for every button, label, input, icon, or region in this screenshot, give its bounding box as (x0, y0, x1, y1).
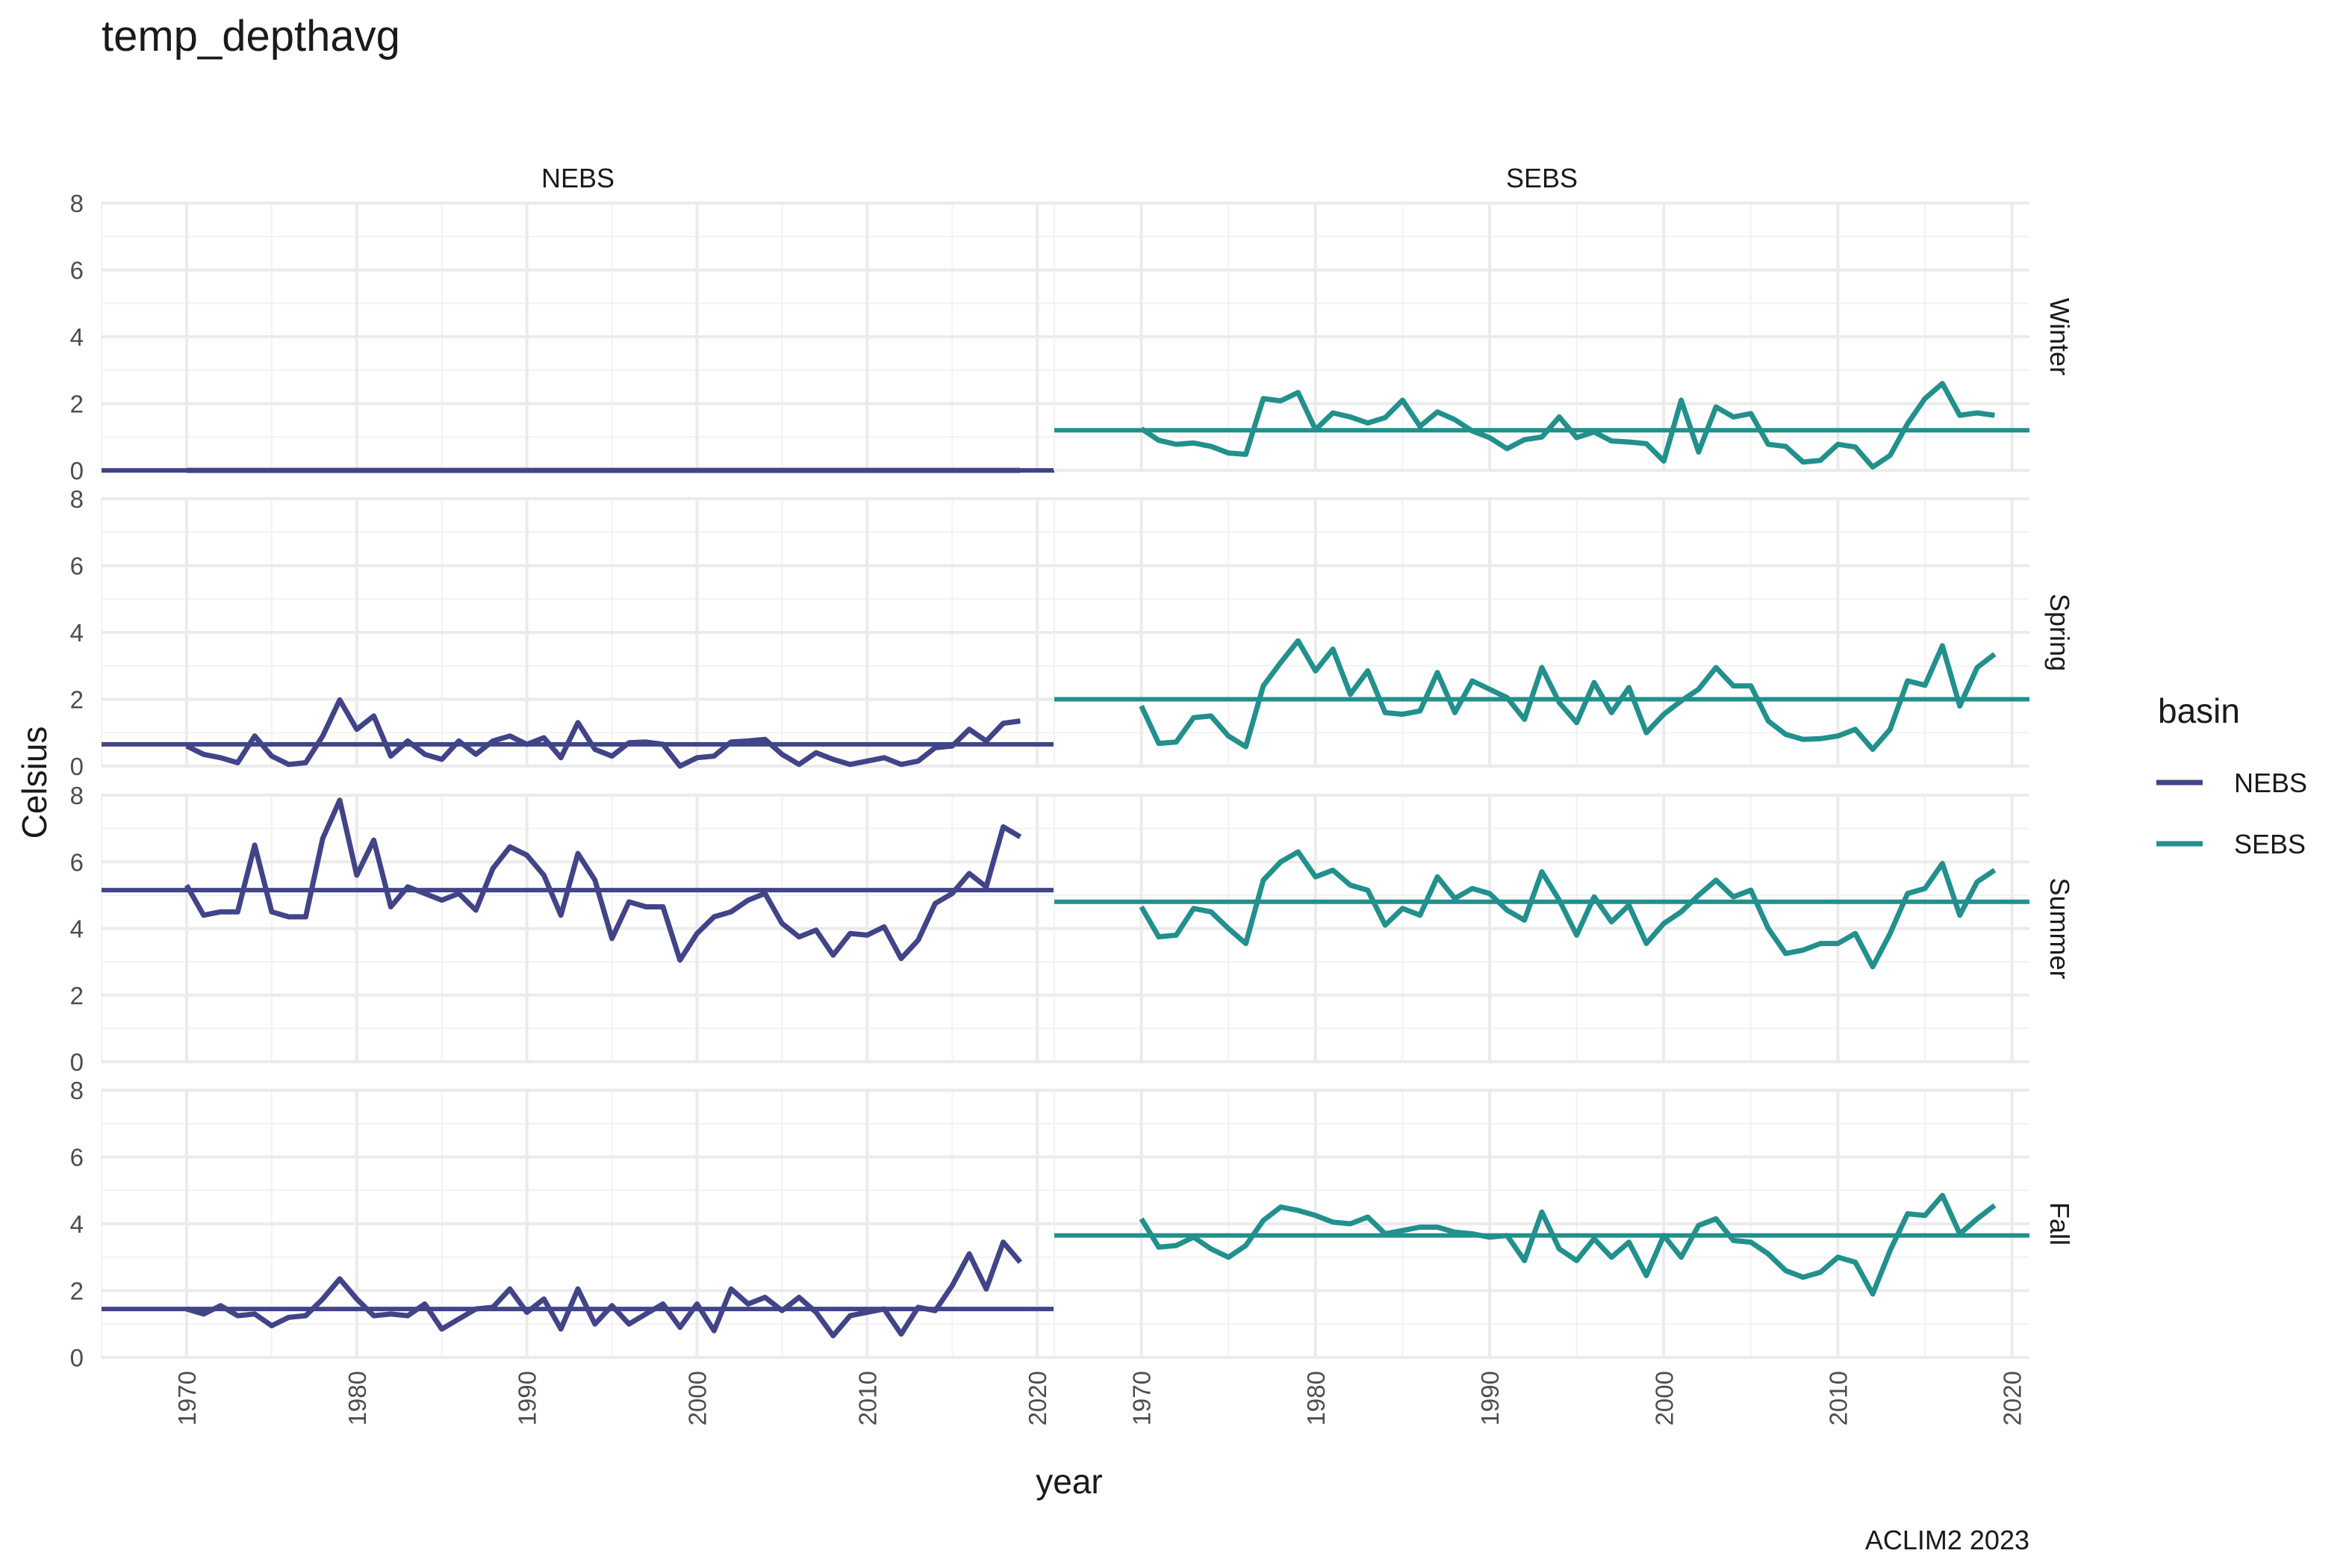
panel-sebs-fall (1054, 1089, 2029, 1359)
panel-nebs-fall (101, 1089, 1054, 1359)
y-tick-label: 4 (70, 619, 84, 647)
x-tick-label: 2010 (853, 1371, 881, 1425)
y-tick-label: 6 (70, 1144, 84, 1172)
y-tick-label: 6 (70, 848, 84, 876)
y-tick-label: 4 (70, 1210, 84, 1238)
x-tick-label: 1970 (173, 1371, 201, 1425)
y-tick-label: 2 (70, 391, 84, 418)
y-tick-label: 8 (70, 485, 84, 513)
y-tick-label: 2 (70, 1278, 84, 1305)
y-tick-label: 6 (70, 257, 84, 284)
y-tick-label: 2 (70, 982, 84, 1009)
x-tick-label: 1990 (514, 1371, 541, 1425)
series-line-sebs-winter (1139, 381, 1995, 470)
y-tick-label: 6 (70, 553, 84, 580)
panel-nebs-spring (101, 497, 1054, 769)
y-tick-label: 4 (70, 323, 84, 351)
x-tick-label: 2020 (1999, 1371, 2026, 1425)
facet-strip-spring: Spring (2044, 594, 2075, 671)
x-tick-label: 2000 (684, 1371, 712, 1425)
legend-label-sebs: SEBS (2234, 829, 2306, 859)
y-tick-label: 8 (70, 782, 84, 809)
panel-nebs-winter (101, 202, 1054, 473)
y-tick-label: 8 (70, 190, 84, 217)
x-tick-label: 2020 (1024, 1371, 1051, 1425)
panels-layer: NEBS SEBS Winter Spring Summer Fall (101, 163, 2075, 1359)
legend-label-nebs: NEBS (2234, 768, 2307, 798)
y-tick-label: 4 (70, 915, 84, 943)
series-line-sebs-spring (1139, 638, 1997, 753)
panel-sebs-spring (1054, 497, 2029, 768)
facet-strip-nebs: NEBS (541, 163, 615, 193)
series-line-nebs-summer (184, 797, 1022, 963)
x-tick-label: 1980 (1302, 1371, 1330, 1425)
legend-title: basin (2158, 691, 2240, 730)
facet-strip-sebs: SEBS (1506, 163, 1578, 193)
series-line-nebs-fall (185, 1239, 1023, 1339)
series-line-nebs-spring (185, 697, 1021, 769)
facet-strip-fall: Fall (2044, 1202, 2075, 1245)
x-tick-label: 1990 (1476, 1371, 1504, 1425)
panel-nebs-summer (101, 794, 1054, 1063)
x-axis-title: year (1036, 1462, 1102, 1501)
panel-sebs-winter (1054, 202, 2029, 472)
facet-strip-winter: Winter (2044, 298, 2075, 376)
x-tick-label: 1970 (1128, 1371, 1156, 1425)
y-tick-label: 0 (70, 457, 84, 485)
x-tick-label: 1980 (343, 1371, 371, 1425)
facet-strip-summer: Summer (2044, 877, 2075, 979)
y-tick-label: 0 (70, 1344, 84, 1372)
y-tick-label: 0 (70, 753, 84, 780)
y-tick-label: 0 (70, 1048, 84, 1076)
y-tick-label: 2 (70, 686, 84, 714)
x-tick-label: 2000 (1650, 1371, 1678, 1425)
panel-sebs-summer (1054, 794, 2029, 1063)
y-tick-label: 8 (70, 1077, 84, 1104)
y-axis-title: Celsius (15, 727, 54, 839)
legend: basin NEBS SEBS (2156, 691, 2307, 859)
x-tick-label: 2010 (1824, 1371, 1852, 1425)
chart-caption: ACLIM2 2023 (1865, 1525, 2029, 1555)
series-line-sebs-summer (1139, 849, 1997, 970)
chart-title: temp_depthavg (102, 12, 400, 60)
series-line-sebs-fall (1139, 1192, 1997, 1297)
